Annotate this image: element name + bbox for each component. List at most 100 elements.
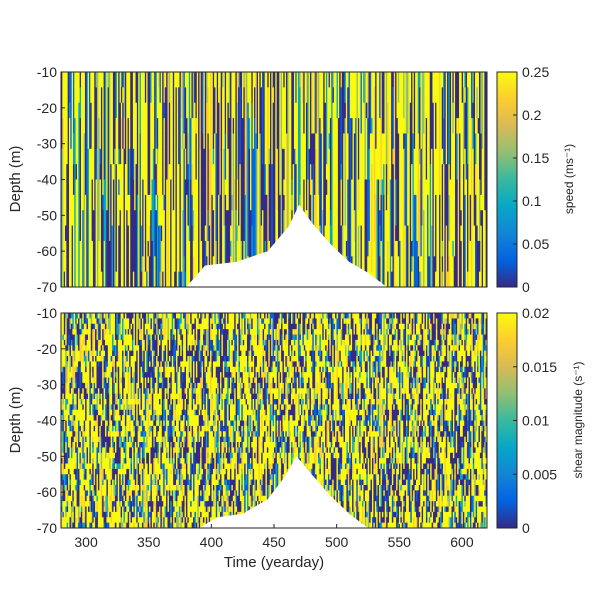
heatmap-cell [114,133,116,150]
heatmap-cell [424,102,427,119]
heatmap-cell [234,240,236,257]
heatmap-cell [214,256,216,273]
heatmap-cell [66,366,69,373]
heatmap-cell [311,133,313,150]
heatmap-cell [262,148,264,165]
heatmap-cell [128,210,131,226]
heatmap-cell [383,148,385,165]
heatmap-cell [456,72,459,88]
heatmap-cell [344,72,347,88]
heatmap-cell [110,179,112,196]
heatmap-cell [373,225,376,242]
heatmap-cell [126,164,128,180]
heatmap-cell [415,194,417,211]
heatmap-cell [79,102,82,119]
heatmap-cell [112,225,115,242]
heatmap-cell [352,210,355,226]
heatmap-cell [270,87,272,104]
heatmap-cell [472,225,475,242]
heatmap-cell [65,409,68,416]
heatmap-cell [395,118,397,134]
heatmap-cell [146,179,148,196]
heatmap-cell [75,179,78,196]
heatmap-cell [355,102,357,119]
heatmap-cell [435,240,437,257]
heatmap-cell [154,164,156,180]
heatmap-cell [83,179,86,196]
heatmap-cell [66,323,69,330]
heatmap-cell [135,179,138,196]
heatmap-cell [369,194,372,211]
heatmap-cell [435,72,437,88]
heatmap-cell [252,225,255,242]
heatmap-cell [389,256,392,273]
heatmap-cell [416,256,419,273]
heatmap-cell [363,148,365,165]
heatmap-cell [373,256,376,273]
heatmap-cell [457,210,460,226]
heatmap-cell [66,479,69,486]
heatmap-cell [120,102,123,119]
heatmap-cell [407,133,409,150]
heatmap-cell [255,225,258,242]
heatmap-cell [419,225,421,242]
heatmap-cell [341,194,344,211]
heatmap-cell [451,118,453,134]
heatmap-cell [124,194,127,211]
heatmap-cell [291,118,294,134]
heatmap-cell [82,87,85,104]
heatmap-cell [155,179,158,196]
heatmap-cell [180,179,183,196]
heatmap-cell [363,240,365,257]
heatmap-cell [65,399,68,405]
heatmap-cell [69,313,72,319]
heatmap-cell [468,194,471,211]
heatmap-cell [274,194,276,211]
heatmap-cell [112,240,115,257]
heatmap-cell [222,87,224,104]
heatmap-cell [194,148,196,165]
heatmap-cell [83,225,86,242]
heatmap-cell [464,225,467,242]
heatmap-cell [252,179,255,196]
heatmap-cell [102,179,104,196]
heatmap-cell [84,240,87,257]
heatmap-cell [328,72,331,88]
heatmap-cell [323,194,325,211]
heatmap-cell [180,102,183,119]
heatmap-cell [315,148,317,165]
heatmap-cell [68,409,70,416]
heatmap-cell [118,179,120,196]
heatmap-cell [61,404,63,411]
heatmap-cell [359,194,361,211]
heatmap-cell [194,256,196,273]
heatmap-cell [200,164,203,180]
heatmap-cell [66,345,69,352]
heatmap-cell [399,179,401,196]
heatmap-cell [234,225,236,242]
heatmap-cell [449,179,452,196]
heatmap-cell [312,118,315,134]
heatmap-cell [219,240,222,257]
heatmap-cell [448,271,451,287]
heatmap-cell [103,256,106,273]
heatmap-cell [460,210,463,226]
heatmap-cell [82,133,85,150]
heatmap-cell [200,87,203,104]
heatmap-cell [329,72,332,88]
heatmap-cell [224,102,227,119]
heatmap-cell [250,118,252,134]
heatmap-cell [259,118,262,134]
heatmap-cell [444,271,447,287]
heatmap-cell [323,179,325,196]
heatmap-cell [98,72,101,88]
heatmap-cell [76,409,79,416]
heatmap-cell [420,148,423,165]
heatmap-cell [329,102,332,119]
heatmap-cell [155,133,158,150]
heatmap-cell [467,164,469,180]
heatmap-cell [119,72,122,88]
heatmap-cell [199,72,202,88]
heatmap-cell [327,194,329,211]
heatmap-cell [367,72,369,88]
